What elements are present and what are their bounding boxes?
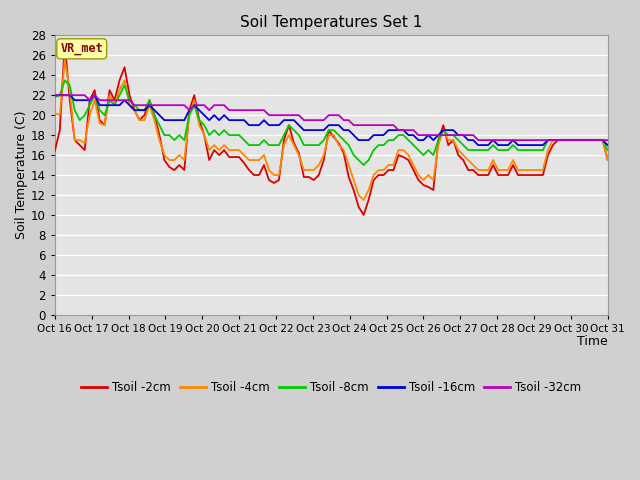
Text: VR_met: VR_met: [60, 42, 103, 55]
Title: Soil Temperatures Set 1: Soil Temperatures Set 1: [240, 15, 422, 30]
Legend: Tsoil -2cm, Tsoil -4cm, Tsoil -8cm, Tsoil -16cm, Tsoil -32cm: Tsoil -2cm, Tsoil -4cm, Tsoil -8cm, Tsoi…: [77, 376, 586, 399]
X-axis label: Time: Time: [577, 335, 608, 348]
Y-axis label: Soil Temperature (C): Soil Temperature (C): [15, 111, 28, 240]
